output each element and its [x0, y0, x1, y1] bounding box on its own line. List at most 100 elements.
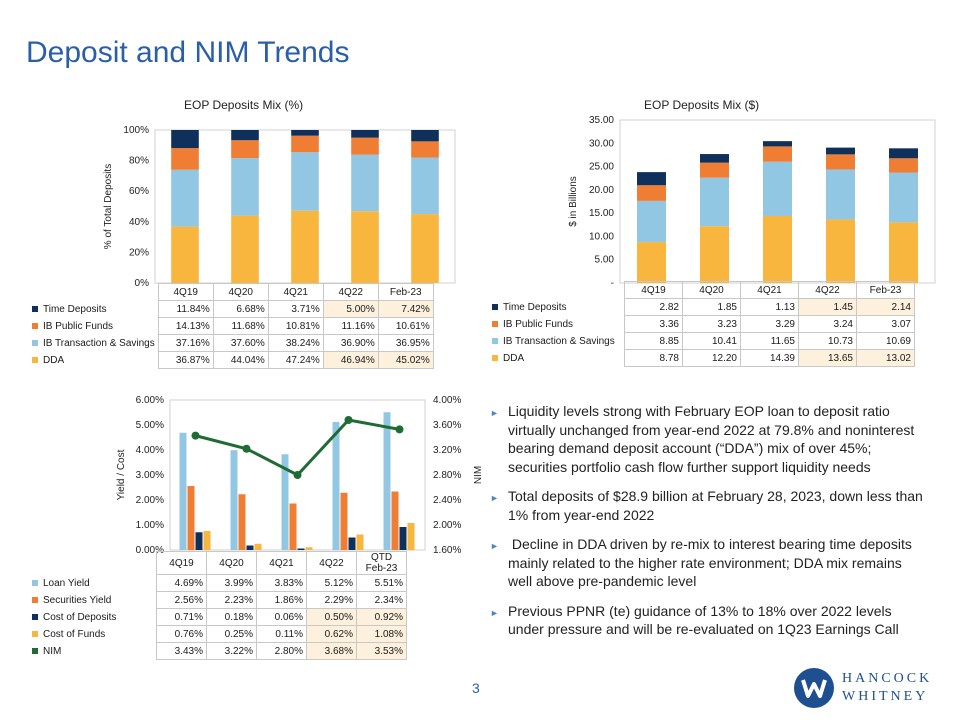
column-header: 4Q20 — [212, 283, 269, 301]
table-cell: 0.76% — [156, 625, 207, 643]
legend-swatch — [492, 337, 498, 344]
column-header: QTD Feb-23 — [356, 551, 407, 575]
bar-ib-public-funds — [291, 135, 319, 153]
y-axis-title: % of Total Deposits — [103, 164, 114, 249]
bar-ib-transaction-savings — [231, 158, 259, 216]
bar-securities-yield — [340, 492, 348, 550]
table-cell: 3.07 — [856, 315, 915, 333]
y-tick-label: 3.00% — [136, 470, 164, 481]
bullet-item: ► Liquidity levels strong with February E… — [490, 403, 915, 475]
bar-ib-transaction-savings — [889, 172, 918, 223]
table-cell: 0.06% — [256, 608, 307, 626]
bullet-item: ► Decline in DDA driven by re-mix to int… — [490, 536, 916, 589]
y-tick-label: 30.00 — [589, 138, 614, 149]
row-label: Securities Yield — [30, 592, 157, 609]
data-table-mix-dollars: 4Q19 4Q20 4Q21 4Q22 Feb-23 Time Deposits 2.82 1… — [490, 281, 915, 367]
chart-deposits-mix-pct: 0% 20% 40% 60% 80% 100% % of Total Deposits — [103, 125, 456, 289]
bullet-item: ► Previous PPNR (te) guidance of 13% to 1… — [490, 602, 899, 638]
table-cell: 2.23% — [206, 591, 257, 609]
table-cell: 2.34% — [356, 591, 407, 609]
column-header: 4Q19 — [156, 551, 207, 575]
table-cell: 8.85 — [624, 332, 683, 350]
chart-yield-nim: 0.00% 1.00% 2.00% 3.00% 4.00% 5.00% 6.00% 1.60%… — [116, 395, 484, 556]
data-table-mix-pct: 4Q19 4Q20 4Q21 4Q22 Feb-23 Time Deposits 11.84… — [30, 283, 434, 369]
bar-ib-transaction-savings — [291, 152, 319, 211]
legend-swatch — [32, 630, 38, 637]
bar-dda — [291, 210, 319, 283]
legend-swatch — [32, 356, 38, 363]
table-row: DDA 8.78 12.20 14.39 13.65 13.02 — [490, 349, 915, 367]
table-row: IB Public Funds 3.36 3.23 3.29 3.24 3.07 — [490, 315, 915, 333]
table-cell: 3.29 — [740, 315, 799, 333]
table-cell: 3.71% — [267, 300, 324, 318]
table-cell: 12.20 — [682, 349, 741, 367]
bar-dda — [231, 215, 259, 283]
bar-time-deposits — [171, 130, 199, 149]
table-cell: 0.92% — [356, 608, 407, 626]
table-cell: 5.12% — [306, 574, 357, 592]
column-header: Feb-23 — [856, 281, 915, 299]
y-tick-label: 1.00% — [136, 520, 164, 531]
table-row: Cost of Funds 0.76% 0.25% 0.11% 0.62% 1.08% — [30, 625, 407, 643]
table-cell: 2.56% — [156, 591, 207, 609]
bar-dda — [826, 219, 855, 283]
table-cell: 1.45 — [798, 298, 857, 316]
legend-swatch — [492, 303, 498, 310]
bar-loan-yield — [230, 450, 238, 550]
y-tick-label: 100% — [123, 125, 149, 136]
page-number: 3 — [472, 680, 480, 696]
table-cell: 14.13% — [157, 317, 214, 335]
column-header: 4Q21 — [740, 281, 799, 299]
bar-ib-transaction-savings — [637, 200, 666, 243]
row-label: IB Transaction & Savings — [490, 333, 625, 350]
table-cell: 13.02 — [856, 349, 915, 367]
table-cell: 0.11% — [256, 625, 307, 643]
bar-securities-yield — [289, 503, 297, 550]
table-cell: 8.78 — [624, 349, 683, 367]
data-table-yield-nim: 4Q19 4Q20 4Q21 4Q22 QTD Feb-23 Loan Yield 4.69%… — [30, 551, 407, 660]
row-label: DDA — [30, 352, 158, 369]
chart-deposits-mix-dollars: - 5.00 10.00 15.00 20.00 25.00 30.00 35.00 $ in … — [568, 115, 936, 289]
logo-line-1: HANCOCK — [842, 671, 933, 686]
bar-time-deposits — [700, 154, 729, 163]
table-cell: 10.61% — [377, 317, 434, 335]
column-header: 4Q22 — [798, 281, 857, 299]
column-header: 4Q19 — [157, 283, 214, 301]
table-cell: 47.24% — [267, 351, 324, 369]
table-cell: 38.24% — [267, 334, 324, 352]
table-cell: 11.16% — [322, 317, 379, 335]
legend-swatch — [32, 339, 38, 346]
bar-loan-yield — [383, 412, 391, 550]
table-cell: 3.22% — [206, 642, 257, 660]
y2-tick-label: 3.60% — [433, 420, 461, 431]
bar-ib-public-funds — [826, 154, 855, 170]
y-tick-label: 80% — [129, 156, 149, 167]
y-tick-label: - — [611, 278, 614, 289]
y-tick-label: 6.00% — [136, 395, 164, 406]
table-cell: 11.65 — [740, 332, 799, 350]
point-nim — [293, 471, 302, 479]
column-header: 4Q22 — [322, 283, 379, 301]
legend-swatch — [32, 579, 38, 586]
row-label: Time Deposits — [490, 299, 625, 316]
bar-dda — [351, 211, 379, 283]
bar-dda — [889, 222, 918, 283]
bar-dda — [171, 226, 199, 283]
bar-ib-transaction-savings — [411, 157, 439, 215]
bar-dda — [411, 214, 439, 283]
table-cell: 3.23 — [682, 315, 741, 333]
y-tick-label: 60% — [129, 186, 149, 197]
bar-cost-of-deposits — [195, 532, 203, 550]
bar-time-deposits — [637, 172, 666, 186]
y2-tick-label: 2.40% — [433, 495, 461, 506]
table-cell: 1.13 — [740, 298, 799, 316]
bar-ib-public-funds — [889, 158, 918, 173]
bar-cost-of-deposits — [297, 548, 305, 550]
bar-dda — [637, 242, 666, 283]
point-nim — [242, 444, 251, 453]
y-tick-label: 4.00% — [136, 445, 164, 456]
chart-title-mix-dollars: EOP Deposits Mix ($) — [644, 98, 760, 112]
y2-tick-label: 3.20% — [433, 445, 461, 456]
triangle-right-icon: ► — [490, 607, 499, 618]
table-cell: 0.71% — [156, 608, 207, 626]
